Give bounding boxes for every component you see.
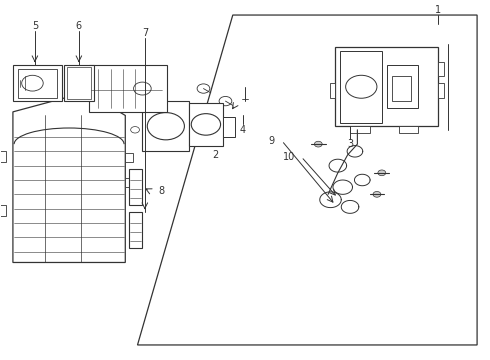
Circle shape [378, 170, 386, 176]
Bar [335, 47, 438, 126]
Bar [125, 153, 133, 162]
Bar [64, 65, 94, 101]
Bar [189, 103, 223, 146]
Bar [89, 65, 167, 112]
Bar [0, 151, 5, 162]
Bar [18, 69, 57, 98]
Bar [67, 67, 91, 99]
Bar [438, 83, 444, 98]
Bar [392, 76, 411, 101]
Bar [387, 65, 418, 108]
Bar [129, 169, 143, 205]
Bar [350, 126, 369, 134]
Bar [330, 83, 335, 98]
Text: 2: 2 [213, 150, 219, 160]
Text: 7: 7 [142, 28, 148, 38]
Text: 10: 10 [283, 152, 295, 162]
Text: 8: 8 [159, 186, 165, 196]
Text: 9: 9 [269, 136, 275, 145]
Bar [13, 65, 62, 101]
Text: 5: 5 [32, 21, 38, 31]
Bar [0, 205, 5, 216]
Text: 6: 6 [76, 21, 82, 31]
Bar [223, 117, 235, 137]
Text: 3: 3 [347, 139, 353, 149]
Bar [340, 51, 382, 123]
Bar [143, 101, 189, 151]
Bar [399, 126, 418, 134]
Bar [438, 62, 444, 76]
Bar [129, 212, 143, 248]
Text: 4: 4 [240, 125, 245, 135]
Bar [125, 178, 133, 187]
Circle shape [315, 141, 322, 147]
Text: 1: 1 [435, 5, 441, 15]
Circle shape [373, 192, 381, 197]
